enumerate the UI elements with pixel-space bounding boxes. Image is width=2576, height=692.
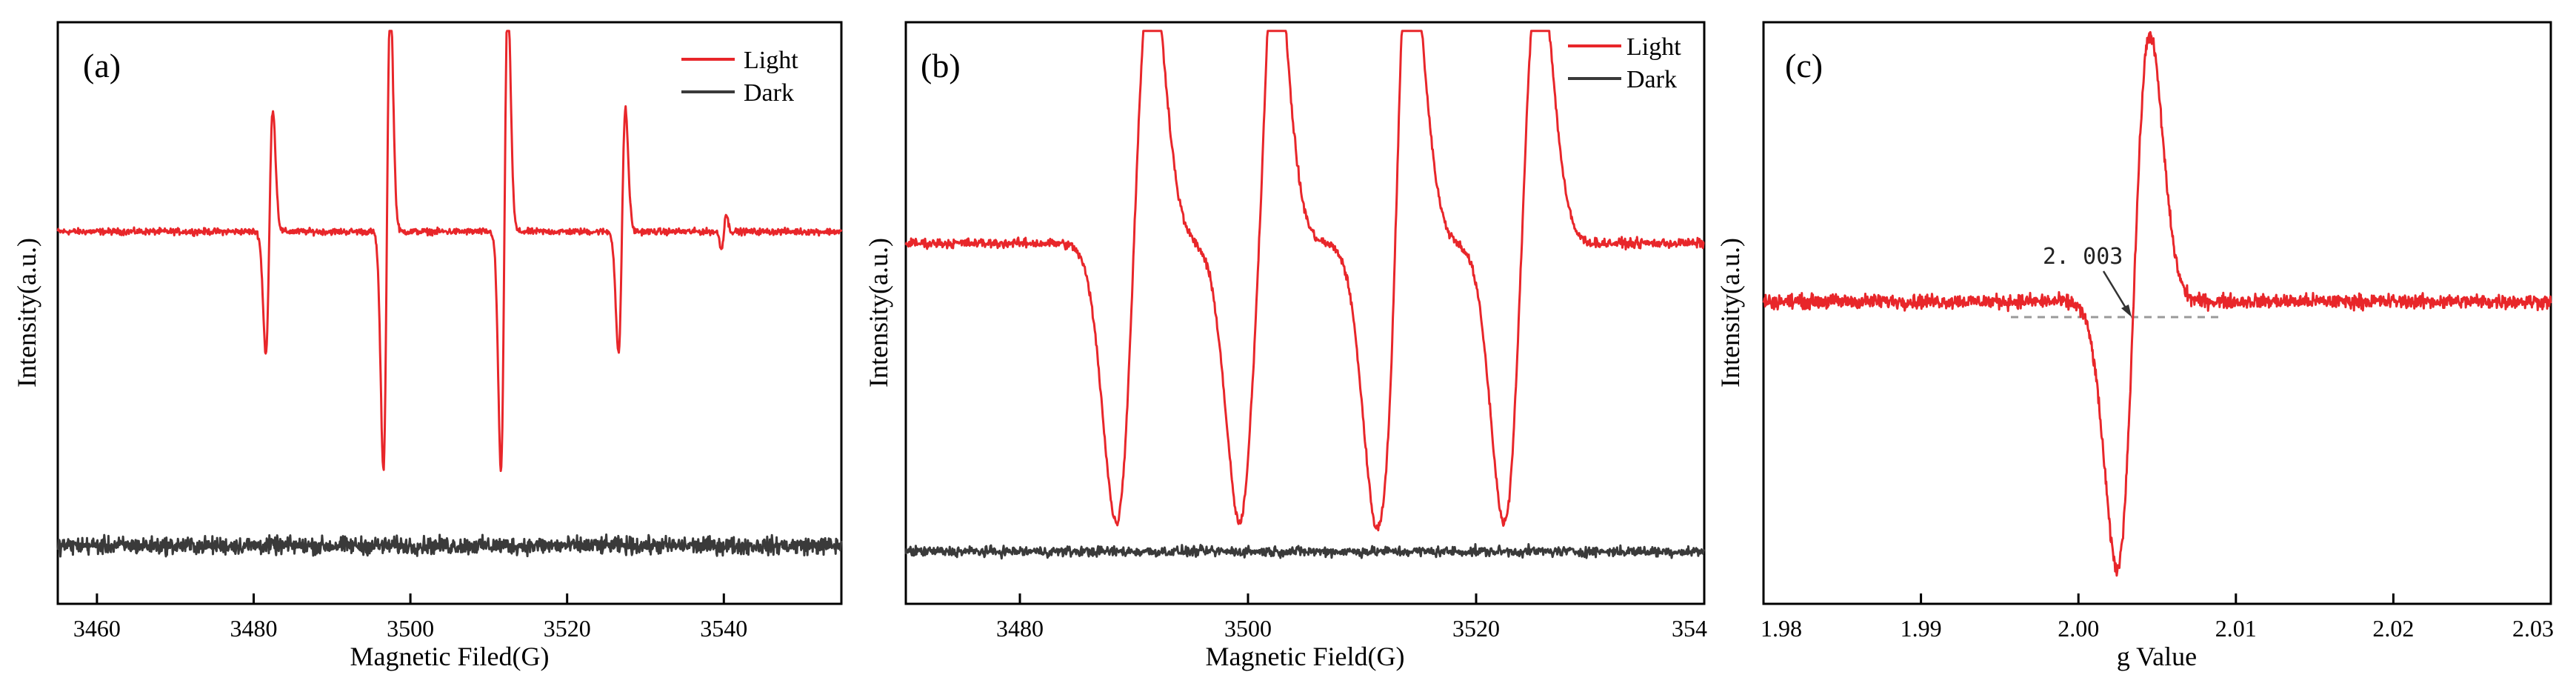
panel-b-y-axis-title: Intensity(a.u.) [864,238,893,387]
panel-b-x-tick-label: 354 [1672,615,1707,642]
panel-b-x-tick-label: 3520 [1452,615,1500,642]
panel-b-legend-light-label: Light [1626,33,1681,61]
panel-c-x-tick-label: 2.03 [2512,615,2554,642]
panel-a-series-dark [56,533,843,558]
panel-a-series-light [56,30,843,473]
panel-a-legend-dark-label: Dark [744,79,794,107]
panel-a: 3460 3480 3500 3520 3540 (a) Light Dark Magn… [12,21,843,671]
panel-b-series-light [904,30,1705,532]
panel-c-x-tick-label: 1.99 [1901,615,1942,642]
panel-b-legend-dark-label: Dark [1626,66,1677,93]
panel-a-frame [56,21,843,605]
panel-a-x-axis-title: Magnetic Filed(G) [350,642,550,671]
panel-b-legend: Light Dark [1568,33,1681,93]
panel-a-legend-light-label: Light [744,47,798,74]
panel-c-x-tick-label: 2.00 [2058,615,2099,642]
panel-a-x-tick-label: 3500 [387,615,434,642]
panel-b-x-axis-title: Magnetic Field(G) [1206,642,1405,671]
panel-a-x-ticks: 3460 3480 3500 3520 3540 [73,593,747,642]
panel-b-x-ticks: 3480 3500 3520 354 [996,593,1707,642]
panel-b-series-dark [904,543,1706,560]
panel-c-x-axis-title: g Value [2117,642,2197,671]
panel-a-x-tick-label: 3460 [73,615,121,642]
panel-c-frame [1762,21,2552,605]
panel-b-x-tick-label: 3480 [996,615,1044,642]
panel-a-x-tick-label: 3540 [700,615,747,642]
panel-c-x-tick-label: 2.01 [2215,615,2257,642]
panel-c-x-tick-label: 2.02 [2372,615,2414,642]
panel-b-label: (b) [921,47,961,84]
panel-b: 3480 3500 3520 354 (b) Light Dark Magnetic … [864,21,1707,671]
panel-b-frame [904,21,1706,605]
panel-c-x-ticks: 1.98 1.99 2.00 2.01 2.02 2.03 [1761,593,2554,642]
panel-c-annotation-arrowhead [2121,305,2132,317]
panel-c-x-tick-label: 1.98 [1761,615,1802,642]
panel-a-label: (a) [83,47,121,84]
panel-c: 1.98 1.99 2.00 2.01 2.02 2.03 (c) 2. 003 g Va… [1715,21,2554,671]
panel-a-x-tick-label: 3520 [544,615,591,642]
panel-c-y-axis-title: Intensity(a.u.) [1715,238,1745,387]
panel-c-annotation-arrow [2102,270,2130,313]
panel-c-annotation: 2. 003 [2043,244,2123,270]
panel-c-series-light [1762,30,2552,577]
panel-c-label: (c) [1785,47,1823,84]
panel-a-x-tick-label: 3480 [230,615,278,642]
panel-b-x-tick-label: 3500 [1224,615,1272,642]
panel-a-y-axis-title: Intensity(a.u.) [12,238,41,387]
panel-a-legend: Light Dark [681,47,798,107]
